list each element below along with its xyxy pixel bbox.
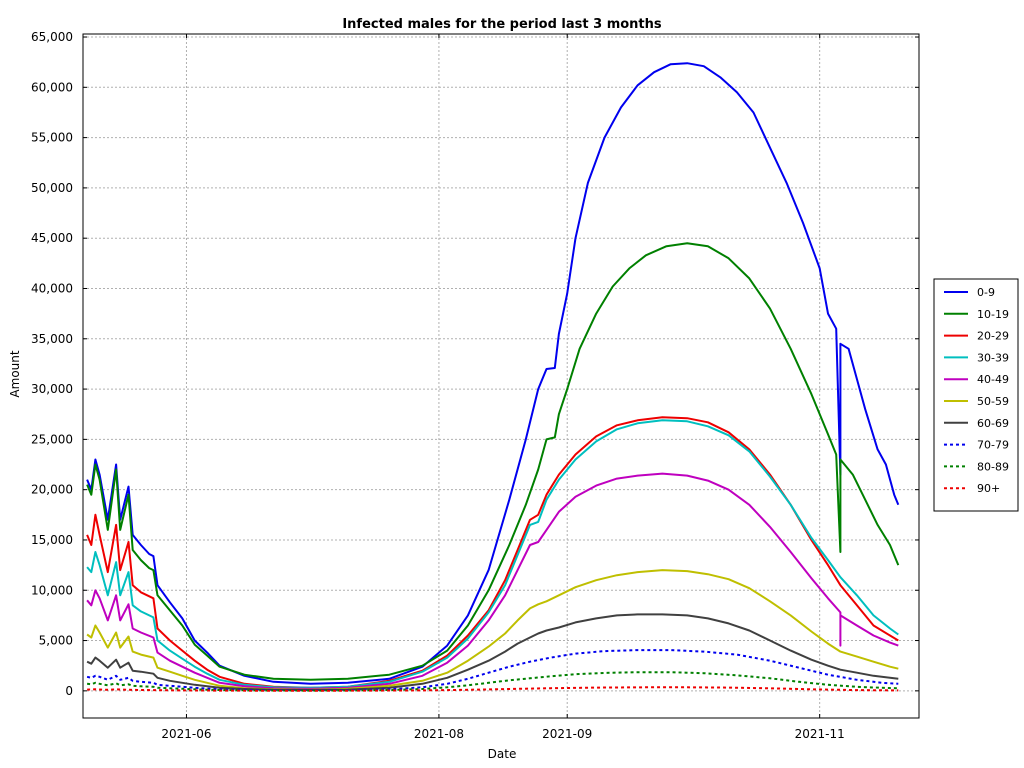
series-line-20-29	[86, 416, 899, 689]
y-axis-title: Amount	[8, 350, 22, 397]
y-tick-label: 30,000	[31, 382, 73, 396]
series-line-60-69	[86, 613, 899, 691]
x-tick-label: 2021-11	[795, 727, 845, 741]
chart-title: Infected males for the period last 3 mon…	[342, 17, 662, 32]
legend-label: 90+	[977, 482, 1000, 495]
x-axis-title: Date	[488, 747, 517, 761]
series-line-90+	[87, 686, 899, 692]
y-tick-label: 15,000	[31, 533, 73, 547]
legend-label: 0-9	[977, 286, 995, 299]
y-tick-label: 55,000	[31, 131, 73, 145]
legend-box	[933, 278, 1019, 512]
x-tick-label: 2021-06	[161, 727, 211, 741]
plot-area	[82, 33, 920, 719]
x-tick-label: 2021-08	[414, 727, 464, 741]
series-lines	[86, 62, 900, 692]
legend-label: 30-39	[977, 351, 1009, 364]
y-tick-label: 0	[65, 684, 73, 698]
legend-label: 20-29	[977, 330, 1009, 343]
series-line-30-39	[86, 419, 899, 689]
axes: 0 5,000 10,000 15,000 20,000 25,000 30,000 35,0…	[31, 30, 919, 741]
y-tick-label: 45,000	[31, 231, 73, 245]
y-tick-label: 60,000	[31, 80, 73, 94]
y-tick-label: 65,000	[31, 30, 73, 44]
series-line-10-19	[86, 242, 900, 681]
y-tick-label: 10,000	[31, 583, 73, 597]
y-tick-label: 35,000	[31, 332, 73, 346]
legend-label: 10-19	[977, 308, 1009, 321]
legend-label: 70-79	[977, 439, 1009, 452]
legend-label: 60-69	[977, 417, 1009, 430]
legend-label: 40-49	[977, 373, 1009, 386]
y-tick-label: 20,000	[31, 483, 73, 497]
y-tick-label: 5,000	[39, 634, 73, 648]
series-line-50-59	[86, 569, 899, 691]
x-tick-label: 2021-09	[542, 727, 592, 741]
legend: 0-9 10-19 20-29 30-39 40-49 50-59 60-69 70-79 80…	[933, 278, 1019, 512]
grid	[83, 34, 919, 718]
series-line-40-49	[86, 472, 899, 690]
legend-label: 50-59	[977, 395, 1009, 408]
y-tick-label: 40,000	[31, 281, 73, 295]
series-line-80-89	[86, 671, 899, 692]
y-tick-label: 50,000	[31, 181, 73, 195]
series-line-0-9	[86, 62, 900, 685]
y-tick-label: 25,000	[31, 432, 73, 446]
legend-label: 80-89	[977, 460, 1009, 473]
